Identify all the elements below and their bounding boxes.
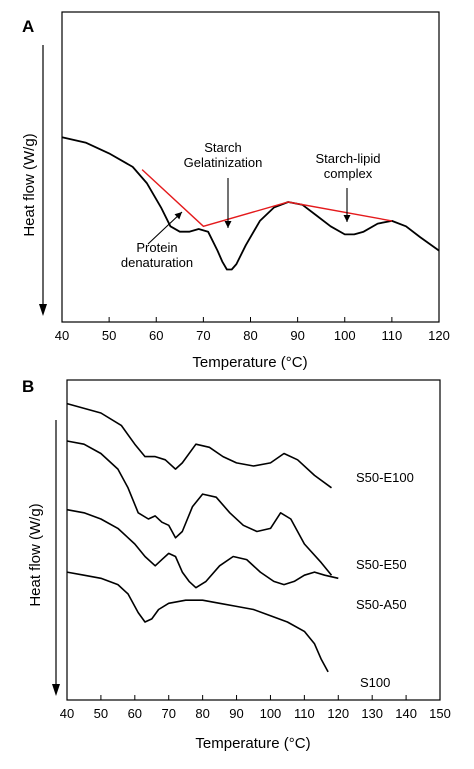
y-axis-arrow-head-a (39, 304, 47, 316)
panel-b: B Heat flow (W/g) 40 50 60 70 80 90 100 110 120 1… (22, 377, 451, 752)
annotation-label: Starch (204, 140, 242, 155)
series-labels-b: S50-E100 S50-E50 S50-A50 S100 (356, 470, 414, 690)
x-tick-label-a: 60 (149, 328, 163, 343)
plot-marks-b (66, 402, 339, 673)
x-tick-label-b: 40 (60, 706, 74, 721)
y-axis-title-a: Heat flow (W/g) (21, 133, 38, 236)
x-tick-label-b: 80 (195, 706, 209, 721)
x-tick-label-a: 120 (428, 328, 450, 343)
series-label: S50-A50 (356, 597, 407, 612)
series-label: S50-E100 (356, 470, 414, 485)
x-tick-label-b: 140 (395, 706, 417, 721)
x-tick-label-b: 100 (260, 706, 282, 721)
annotation-arrow-head (224, 221, 232, 228)
dsc-curve-a (61, 136, 440, 271)
annotation-label: complex (324, 166, 373, 181)
dsc-curve-s50-e50 (66, 440, 333, 576)
annotation-label: Protein (136, 240, 177, 255)
x-tick-label-a: 70 (196, 328, 210, 343)
x-ticks-a (61, 317, 440, 322)
x-tick-label-b: 150 (429, 706, 451, 721)
x-ticks-b (66, 695, 441, 700)
x-tick-label-b: 130 (361, 706, 383, 721)
plot-frame-b (66, 379, 441, 701)
dsc-curve-s100 (66, 571, 329, 673)
x-tick-label-a: 90 (290, 328, 304, 343)
x-tick-label-a: 40 (55, 328, 69, 343)
x-tick-label-a: 110 (382, 328, 403, 343)
dsc-curve-s50-a50 (66, 508, 339, 589)
annotation-label: Starch-lipid (315, 151, 380, 166)
annotation-label: denaturation (121, 255, 193, 270)
x-axis-title-b: Temperature (°C) (195, 735, 310, 752)
x-tick-labels-a: 40 50 60 70 80 90 100 110 120 (55, 328, 450, 343)
annotation-arrow-head (174, 212, 182, 220)
x-tick-label-b: 120 (327, 706, 349, 721)
panel-letter-b: B (22, 377, 34, 396)
plot-marks-a (61, 136, 440, 271)
annotation-arrow-head (343, 215, 351, 222)
x-tick-label-b: 60 (128, 706, 142, 721)
baseline-line-a (141, 169, 393, 228)
series-label: S50-E50 (356, 557, 407, 572)
x-tick-label-b: 50 (94, 706, 108, 721)
x-tick-label-a: 50 (102, 328, 116, 343)
x-tick-label-b: 110 (294, 706, 315, 721)
x-tick-label-a: 100 (334, 328, 356, 343)
x-axis-title-a: Temperature (°C) (192, 354, 307, 371)
x-tick-label-b: 70 (161, 706, 175, 721)
dsc-curve-s50-e100 (66, 402, 332, 489)
panel-a: A Heat flow (W/g) 40 50 60 70 80 90 100 110 120 … (21, 11, 450, 371)
x-tick-label-a: 80 (243, 328, 257, 343)
annotation-label: Gelatinization (184, 155, 263, 170)
panel-letter-a: A (22, 17, 34, 36)
series-label: S100 (360, 675, 390, 690)
y-axis-arrow-head-b (52, 684, 60, 696)
annotation-arrow-shaft (147, 211, 183, 245)
y-axis-title-b: Heat flow (W/g) (27, 503, 44, 606)
x-tick-labels-b: 40 50 60 70 80 90 100 110 120 130 140 150 (60, 706, 451, 721)
x-tick-label-b: 90 (229, 706, 243, 721)
